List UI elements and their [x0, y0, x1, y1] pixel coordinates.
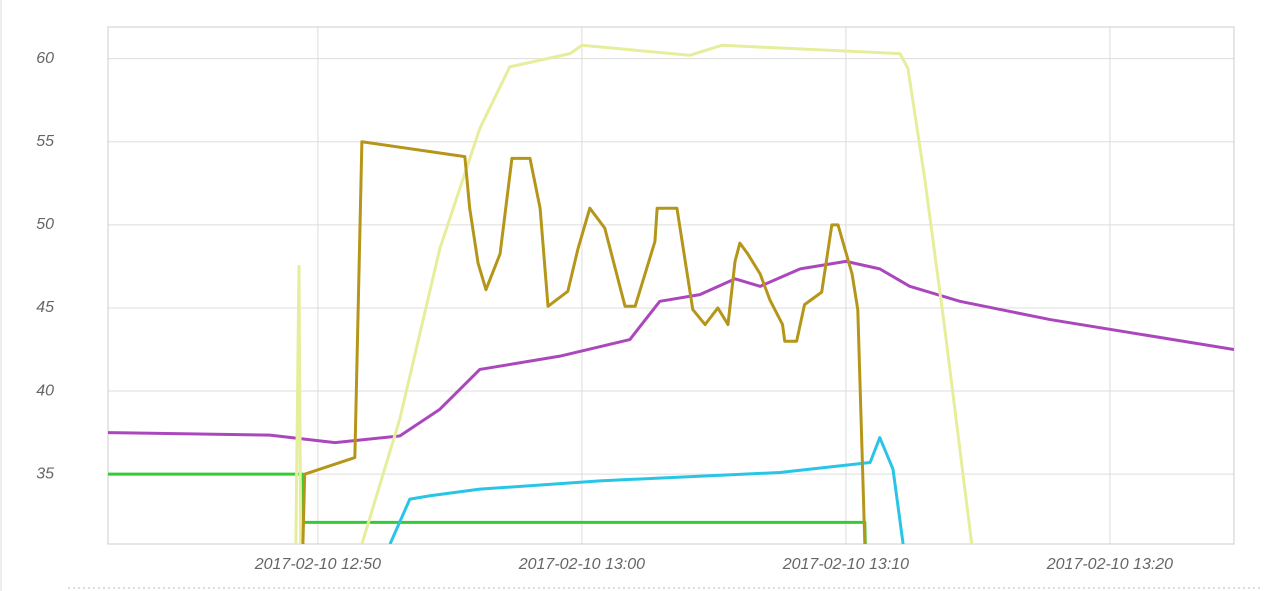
series-line: [301, 140, 867, 544]
series-line: [294, 43, 974, 544]
lines: [108, 43, 1234, 544]
y-tick-label: 50: [36, 216, 54, 233]
y-tick-label: 40: [36, 382, 54, 399]
x-tick-label: 2017-02-10 13:20: [1046, 556, 1173, 573]
plot-frame: [107, 26, 1235, 545]
x-tick-label: 2017-02-10 12:50: [254, 556, 381, 573]
series-line: [388, 436, 905, 544]
series-line: [108, 472, 867, 544]
y-tick-label: 55: [36, 133, 54, 150]
x-tick-label: 2017-02-10 13:10: [782, 556, 909, 573]
y-tick-label: 60: [36, 50, 54, 67]
y-tick-label: 45: [36, 299, 54, 316]
grid: [108, 27, 1234, 544]
x-tick-label: 2017-02-10 13:00: [518, 556, 645, 573]
series-line: [108, 259, 1234, 445]
y-tick-label: 35: [36, 465, 54, 482]
